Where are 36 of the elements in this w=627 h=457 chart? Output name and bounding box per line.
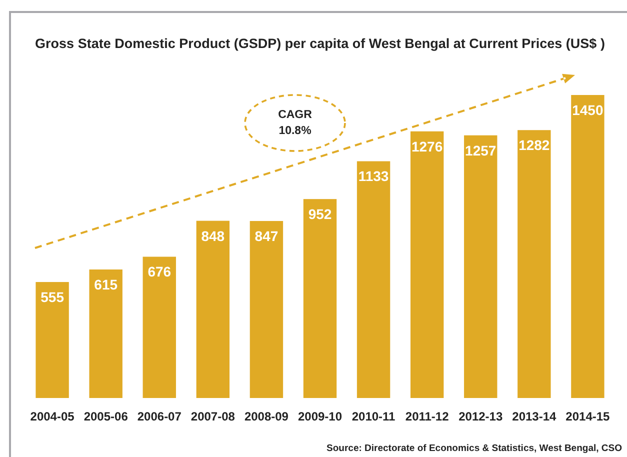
x-tick-label: 2008-09 (244, 410, 289, 424)
bar (142, 256, 176, 398)
data-label: 676 (148, 264, 172, 280)
x-tick-label: 2009-10 (298, 410, 342, 424)
data-label: 847 (254, 228, 278, 244)
bar (196, 220, 230, 398)
chart-title: Gross State Domestic Product (GSDP) per capita of West Bengal at Current Prices (US$ ) (35, 36, 605, 51)
data-label: 952 (308, 206, 332, 222)
data-label: 1257 (465, 142, 496, 158)
x-tick-label: 2014-15 (566, 410, 610, 424)
data-label: 848 (201, 228, 225, 244)
bar (89, 269, 122, 398)
bar (356, 161, 390, 398)
x-tick-label: 2006-07 (137, 410, 182, 424)
annotation: CAGR 10.8% (278, 109, 313, 137)
bar (250, 221, 284, 398)
data-label: 615 (94, 276, 118, 292)
x-tick-label: 2005-06 (84, 410, 128, 424)
data-label: 1282 (518, 137, 550, 154)
data-label: 1450 (572, 102, 604, 118)
x-tick-label: 2010-11 (352, 410, 396, 424)
x-tick-label: 2011-12 (405, 410, 450, 424)
data-label: 555 (40, 289, 64, 306)
data-label: 1133 (358, 168, 389, 184)
bar (410, 131, 444, 398)
bar (518, 130, 551, 398)
x-tick-label: 2013-14 (512, 410, 556, 424)
x-tick-label: 2007-08 (190, 410, 236, 424)
bar (303, 199, 337, 398)
x-tick-label: 2012-13 (458, 410, 503, 424)
bar (571, 95, 604, 398)
bar (464, 135, 498, 398)
data-label: 1276 (412, 138, 443, 154)
x-tick-label: 2004-05 (30, 410, 75, 424)
bar (36, 282, 69, 398)
source-note: Source: Directorate of Economics & Statistics, West Bengal, CSO (326, 443, 622, 454)
